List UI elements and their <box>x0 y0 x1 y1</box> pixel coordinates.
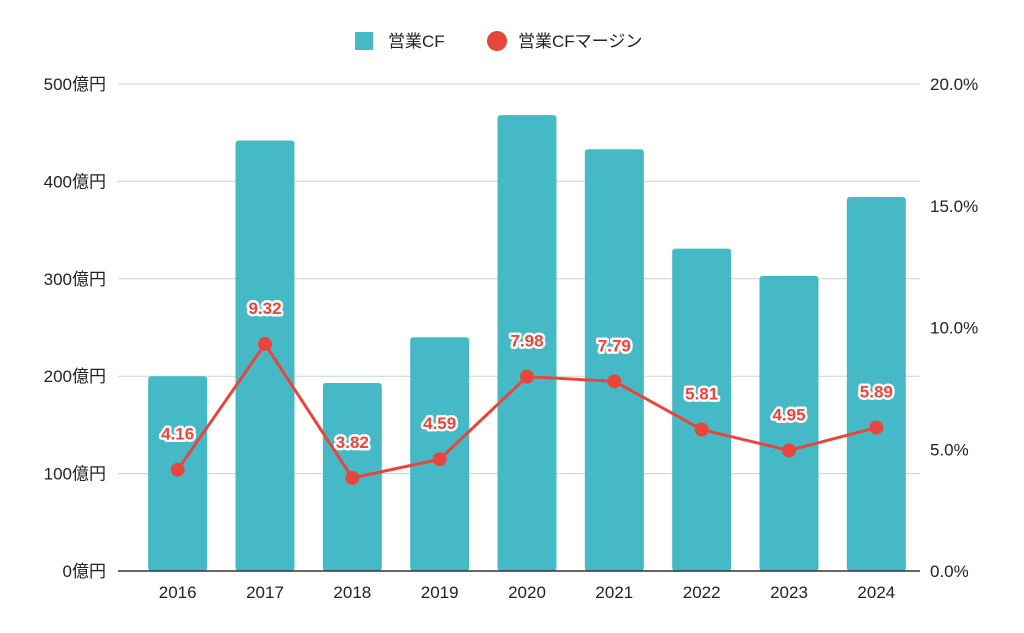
legend-bar-label: 営業CF <box>388 32 445 51</box>
data-label-halo: 7.98 <box>510 332 543 351</box>
x-axis-ticks: 2016 2017 2018 2019 2020 2021 2022 2023 2024 <box>159 583 895 602</box>
y-right-tick-label: 15.0% <box>930 197 978 216</box>
data-label-halo: 4.16 <box>161 425 194 444</box>
x-tick-label: 2016 <box>159 583 197 602</box>
line-point <box>170 462 185 477</box>
line-point <box>694 422 709 437</box>
y-left-tick-label: 400億円 <box>44 172 106 191</box>
line-series <box>170 337 884 485</box>
y-right-tick-label: 5.0% <box>930 440 969 459</box>
bar <box>497 115 557 571</box>
data-label: 4.16 <box>161 425 194 444</box>
data-label: 4.95 <box>772 405 805 424</box>
line-point <box>345 470 360 485</box>
data-labels: 4.164.169.329.323.823.824.594.597.987.98… <box>159 297 896 455</box>
data-label: 3.82 <box>336 433 369 452</box>
data-label-halo: 5.81 <box>685 385 718 404</box>
data-label: 7.98 <box>510 332 543 351</box>
legend: 営業CF 営業CFマージン <box>355 31 642 51</box>
bar <box>846 196 906 571</box>
line-point <box>432 452 447 467</box>
y-left-tick-label: 300億円 <box>44 270 106 289</box>
data-label: 9.32 <box>248 299 281 318</box>
x-tick-label: 2023 <box>770 583 808 602</box>
line-point <box>520 369 534 384</box>
data-label: 5.89 <box>860 383 893 402</box>
data-label-halo: 4.59 <box>423 414 456 433</box>
data-label: 4.59 <box>423 414 456 433</box>
line-point <box>782 443 796 458</box>
legend-line-label: 営業CFマージン <box>518 32 642 51</box>
x-tick-label: 2021 <box>595 583 633 602</box>
legend-line-swatch <box>487 31 507 51</box>
data-label-halo: 3.82 <box>336 433 369 452</box>
data-label-halo: 5.89 <box>860 383 893 402</box>
bar <box>672 248 732 571</box>
bar <box>584 149 644 571</box>
legend-bar-swatch <box>355 32 373 50</box>
bar <box>235 140 295 571</box>
y-left-tick-label: 0億円 <box>63 562 106 581</box>
x-tick-label: 2019 <box>421 583 459 602</box>
data-label-halo: 4.95 <box>772 405 805 424</box>
line-point <box>869 420 884 435</box>
data-label: 7.79 <box>598 336 631 355</box>
y-axis-left-ticks: 0億円 100億円 200億円 300億円 400億円 500億円 <box>44 75 106 581</box>
data-label: 5.81 <box>685 385 718 404</box>
data-label-halo: 7.79 <box>598 336 631 355</box>
y-right-tick-label: 10.0% <box>930 319 978 338</box>
y-left-tick-label: 100億円 <box>44 465 106 484</box>
y-right-tick-label: 20.0% <box>930 75 978 94</box>
bar <box>759 275 819 571</box>
line-point <box>258 337 272 352</box>
y-right-tick-label: 0.0% <box>930 562 969 581</box>
x-tick-label: 2024 <box>857 583 895 602</box>
x-tick-label: 2020 <box>508 583 546 602</box>
x-tick-label: 2017 <box>246 583 284 602</box>
line-point <box>607 374 622 389</box>
data-label-halo: 9.32 <box>248 299 281 318</box>
x-tick-label: 2018 <box>333 583 371 602</box>
x-tick-label: 2022 <box>683 583 721 602</box>
y-axis-right-ticks: 0.0% 5.0% 10.0% 15.0% 20.0% <box>930 75 978 581</box>
y-left-tick-label: 200億円 <box>44 367 106 386</box>
y-left-tick-label: 500億円 <box>44 75 106 94</box>
